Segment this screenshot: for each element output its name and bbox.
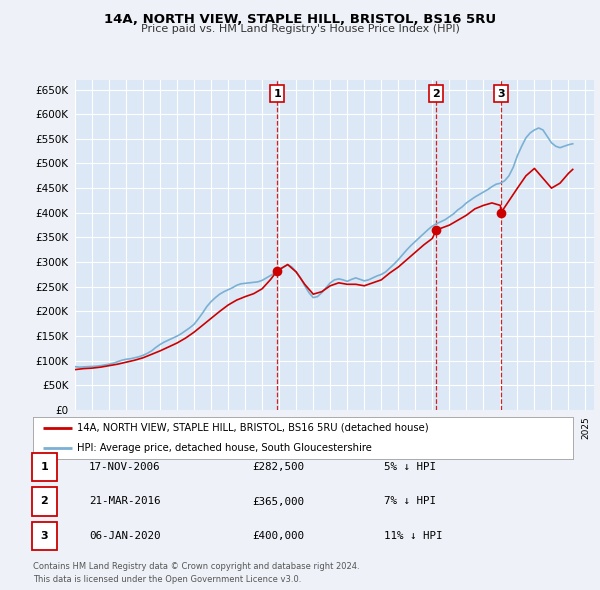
Text: 1: 1 — [273, 88, 281, 99]
Text: £400,000: £400,000 — [252, 531, 304, 540]
Text: 2: 2 — [41, 497, 48, 506]
Text: 5% ↓ HPI: 5% ↓ HPI — [384, 463, 436, 472]
Text: 17-NOV-2006: 17-NOV-2006 — [89, 463, 160, 472]
Text: 3: 3 — [497, 88, 505, 99]
Text: 1: 1 — [41, 463, 48, 472]
Text: This data is licensed under the Open Government Licence v3.0.: This data is licensed under the Open Gov… — [33, 575, 301, 584]
Text: 11% ↓ HPI: 11% ↓ HPI — [384, 531, 443, 540]
Text: 2: 2 — [432, 88, 440, 99]
Text: Price paid vs. HM Land Registry's House Price Index (HPI): Price paid vs. HM Land Registry's House … — [140, 24, 460, 34]
Text: 14A, NORTH VIEW, STAPLE HILL, BRISTOL, BS16 5RU: 14A, NORTH VIEW, STAPLE HILL, BRISTOL, B… — [104, 13, 496, 26]
Text: Contains HM Land Registry data © Crown copyright and database right 2024.: Contains HM Land Registry data © Crown c… — [33, 562, 359, 571]
Text: 21-MAR-2016: 21-MAR-2016 — [89, 497, 160, 506]
Text: 06-JAN-2020: 06-JAN-2020 — [89, 531, 160, 540]
Text: 14A, NORTH VIEW, STAPLE HILL, BRISTOL, BS16 5RU (detached house): 14A, NORTH VIEW, STAPLE HILL, BRISTOL, B… — [77, 422, 429, 432]
Text: £365,000: £365,000 — [252, 497, 304, 506]
Text: HPI: Average price, detached house, South Gloucestershire: HPI: Average price, detached house, Sout… — [77, 443, 372, 453]
Text: £282,500: £282,500 — [252, 463, 304, 472]
Text: 3: 3 — [41, 531, 48, 540]
Text: 7% ↓ HPI: 7% ↓ HPI — [384, 497, 436, 506]
